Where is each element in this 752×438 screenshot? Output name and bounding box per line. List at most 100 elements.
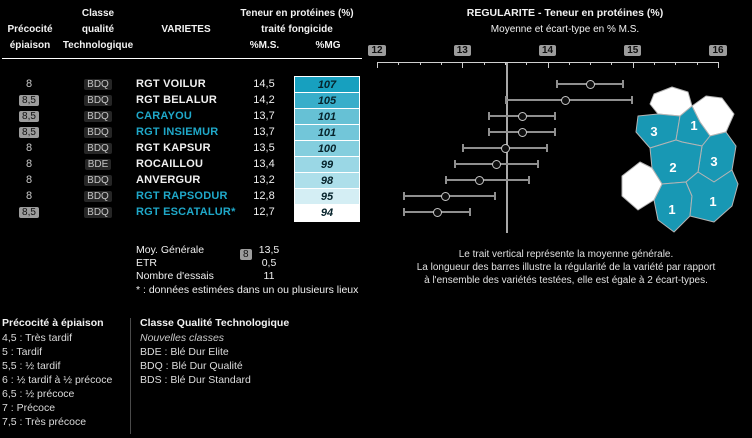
legend-divider	[130, 318, 131, 434]
axis-tick-label-chip: 15	[624, 45, 642, 56]
axis-tick-label-chip: 16	[709, 45, 727, 56]
row-variete-name: RGT RAPSODUR	[136, 190, 228, 202]
legend-classe-item: BDE : Blé Dur Elite	[140, 346, 229, 358]
summary-moy-precocite-chip: 8	[240, 249, 252, 260]
row-precocite: 8	[2, 76, 56, 92]
map-trial-count: 2	[669, 160, 676, 175]
row-precocite: 8	[2, 188, 56, 204]
axis-minor-tick	[398, 62, 400, 65]
row-precocite: 8	[2, 172, 56, 188]
legend-precocite-item: 7 : Précoce	[2, 402, 56, 414]
row-classe-value: BDQ	[84, 111, 112, 122]
row-precocite-value: 8	[25, 190, 33, 202]
row-precocite-value: 8	[25, 142, 33, 154]
legend-precocite-item: 5,5 : ½ tardif	[2, 360, 61, 372]
regularity-bar-cap-high	[554, 128, 557, 136]
axis-minor-tick	[440, 62, 442, 65]
regularity-bar-cap-low	[504, 96, 507, 104]
axis-major-tick	[632, 62, 634, 68]
regularity-bar-cap-low	[402, 192, 405, 200]
chart-note-line1: Le trait vertical représente la moyenne …	[458, 249, 674, 260]
legend-precocite-item: 5 : Tardif	[2, 346, 43, 358]
axis-major-tick	[718, 62, 719, 68]
map-trial-count: 1	[668, 202, 675, 217]
regularity-bar-cap-high	[622, 80, 625, 88]
row-mg-value: 98	[295, 173, 359, 189]
row-variete-name: RGT KAPSUR	[136, 142, 211, 154]
mean-dot	[560, 96, 570, 105]
regularity-bar-cap-high	[528, 176, 531, 184]
row-classe-value: BDQ	[84, 207, 112, 218]
axis-major-tick	[547, 62, 549, 68]
summary-essais-label: Nombre d'essais	[136, 270, 214, 282]
row-precocite-value: 8	[25, 158, 33, 170]
axis-minor-tick	[419, 62, 421, 65]
col-header-classe-3: Technologique	[62, 40, 134, 51]
map-trial-count: 3	[710, 154, 717, 169]
axis-minor-tick	[483, 62, 485, 65]
row-precocite-value: 8,5	[19, 95, 39, 106]
row-ms-value: 13,7	[253, 110, 275, 122]
legend-classe-items: BDE : Blé Dur Elite BDQ : Blé Dur Qualité…	[140, 345, 340, 387]
row-mg-value: 100	[295, 141, 359, 157]
regularity-bar-cap-low	[402, 208, 405, 216]
row-ms-value: 14,2	[253, 94, 275, 106]
row-classe-value: BDQ	[84, 143, 112, 154]
row-mg-value: 99	[295, 157, 359, 173]
summary-moy-precocite: 8	[240, 244, 252, 262]
axis-minor-tick	[504, 62, 506, 65]
legend-classe-item: BDS : Blé Dur Standard	[140, 374, 251, 386]
axis-tick-label: 12	[366, 45, 388, 56]
legend-precocite-item: 6 : ½ tardif à ½ précoce	[2, 374, 113, 386]
axis-minor-tick	[526, 62, 528, 65]
map-department-teal-6	[685, 169, 739, 223]
row-ms-value: 12,7	[253, 206, 275, 218]
axis-minor-tick	[568, 62, 570, 65]
col-header-teneur-1: Teneur en protéines (%)	[240, 8, 354, 19]
row-variete-name: ANVERGUR	[136, 174, 201, 186]
axis-tick-label-chip: 13	[453, 45, 471, 56]
row-classe: BDQ	[70, 188, 126, 204]
chart-title: REGULARITE - Teneur en protéines (%)	[466, 7, 664, 19]
axis-major-tick	[377, 62, 378, 68]
row-precocite: 8	[2, 140, 56, 156]
row-classe-value: BDQ	[84, 191, 112, 202]
row-classe: BDQ	[70, 76, 126, 92]
row-precocite-value: 8	[25, 78, 33, 90]
map-trial-count: 1	[709, 194, 716, 209]
row-classe-value: BDQ	[84, 79, 112, 90]
row-classe: BDE	[70, 156, 126, 172]
summary-moy-value: 13,5	[258, 244, 280, 256]
chart-note-line2: La longueur des barres illustre la régul…	[416, 262, 716, 273]
row-classe: BDQ	[70, 108, 126, 124]
axis-tick-label: 16	[707, 45, 729, 56]
row-mg-value: 95	[295, 189, 359, 205]
mean-dot	[441, 192, 451, 201]
row-precocite: 8,5	[2, 124, 56, 140]
legend-precocite-item: 7,5 : Très précoce	[2, 416, 87, 428]
row-precocite: 8,5	[2, 108, 56, 124]
legend-classe-subtitle: Nouvelles classes	[140, 332, 225, 344]
regularity-bar-cap-low	[487, 128, 490, 136]
axis-tick-label: 14	[537, 45, 559, 56]
row-variete-name: CARAYOU	[136, 110, 193, 122]
row-mg-value: 101	[295, 109, 359, 125]
row-variete-name: RGT ESCATALUR*	[136, 206, 236, 218]
axis-tick-label: 15	[622, 45, 644, 56]
mean-dot	[432, 208, 442, 217]
mean-dot	[517, 128, 527, 137]
row-classe-value: BDQ	[84, 175, 112, 186]
header-underline	[2, 58, 362, 59]
row-classe: BDQ	[70, 92, 126, 108]
row-precocite: 8,5	[2, 92, 56, 108]
regularity-bar-cap-low	[487, 112, 490, 120]
row-ms-value: 14,5	[253, 78, 275, 90]
regularity-bar-cap-high	[630, 96, 633, 104]
axis-minor-tick	[675, 62, 677, 65]
chart-subtitle: Moyenne et écart-type en % M.S.	[490, 24, 640, 35]
summary-etr-label: ETR	[136, 257, 157, 269]
row-classe-value: BDQ	[84, 95, 112, 106]
row-variete-name: RGT BELALUR	[136, 94, 218, 106]
col-header-precocite-1: Précocité	[7, 24, 53, 35]
